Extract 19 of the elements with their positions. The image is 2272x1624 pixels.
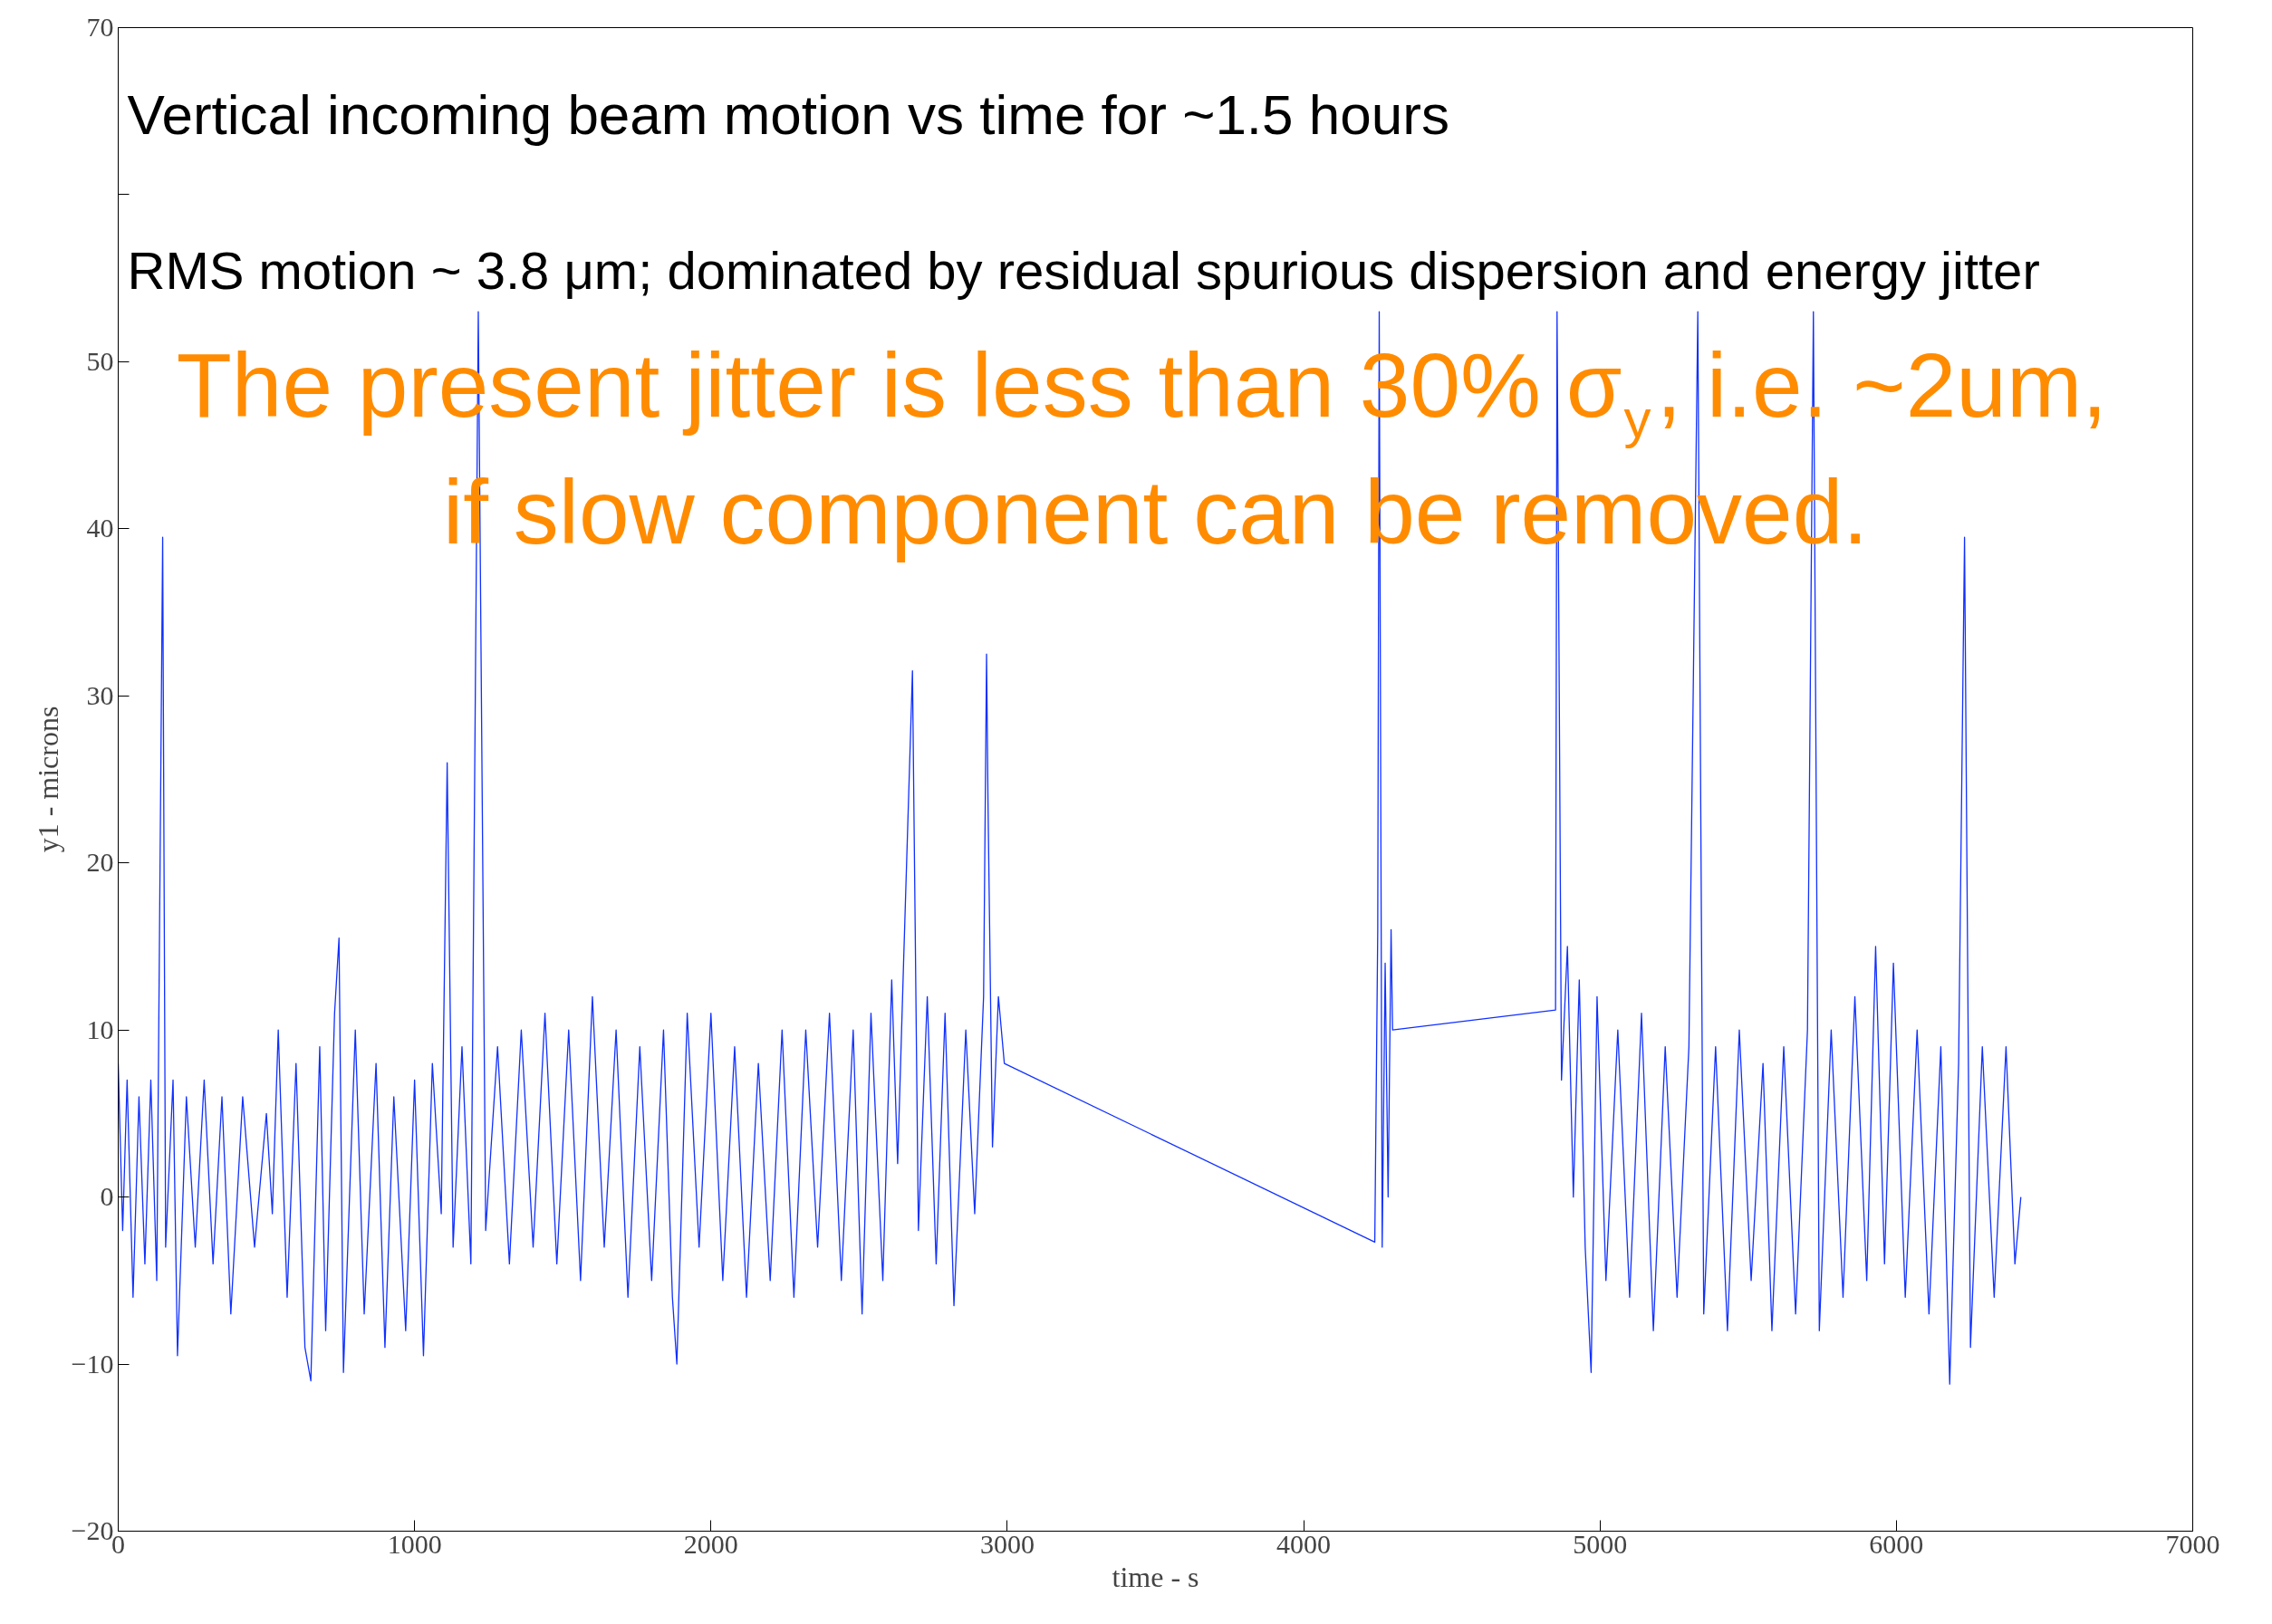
x-tick-label: 5000 xyxy=(1573,1528,1628,1559)
y-tick-label: −10 xyxy=(71,1348,114,1379)
y-tick-label: 20 xyxy=(86,847,114,878)
x-tick-label: 1000 xyxy=(387,1528,442,1559)
x-tick-label: 4000 xyxy=(1276,1528,1332,1559)
y-tick-label: 30 xyxy=(86,679,114,710)
y-tick-label: 40 xyxy=(86,513,114,543)
x-axis-title: time - s xyxy=(1112,1560,1199,1593)
annotation: RMS motion ~ 3.8 μm; dominated by residual spurious dispersion and energy jitter xyxy=(127,240,2040,300)
x-tick-label: 6000 xyxy=(1869,1528,1924,1559)
x-tick-label: 7000 xyxy=(2165,1528,2220,1559)
y-tick-label: 50 xyxy=(86,345,114,376)
annotation: Vertical incoming beam motion vs time for ~1.5 hours xyxy=(127,82,1449,146)
x-tick-label: 2000 xyxy=(683,1528,738,1559)
x-tick-label: 3000 xyxy=(979,1528,1035,1559)
y-tick-label: 10 xyxy=(86,1014,114,1044)
y-tick-label: 0 xyxy=(100,1181,114,1212)
y-tick-label: 70 xyxy=(86,12,114,42)
y-axis-title: y1 - microns xyxy=(31,706,64,853)
